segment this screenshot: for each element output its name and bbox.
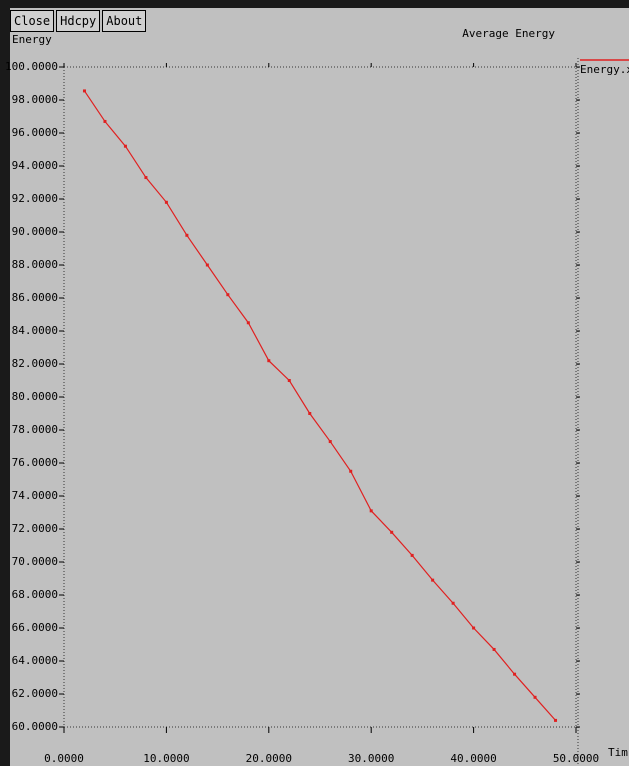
y-tick-label: 86.0000 bbox=[12, 291, 58, 304]
data-point bbox=[513, 672, 517, 676]
y-tick-label: 68.0000 bbox=[12, 588, 58, 601]
y-tick-label: 88.0000 bbox=[12, 258, 58, 271]
y-tick-label: 94.0000 bbox=[12, 159, 58, 172]
x-tick-label: 0.0000 bbox=[44, 752, 84, 765]
data-point bbox=[431, 578, 435, 582]
x-tick-label: 30.0000 bbox=[348, 752, 394, 765]
data-point bbox=[554, 718, 558, 722]
y-tick-label: 72.0000 bbox=[12, 522, 58, 535]
data-point bbox=[267, 359, 271, 363]
data-point bbox=[205, 263, 209, 267]
toolbar: Close Hdcpy About bbox=[10, 10, 147, 32]
x-tick-label: 10.0000 bbox=[143, 752, 189, 765]
y-tick-label: 100.0000 bbox=[5, 60, 58, 73]
y-tick-label: 82.0000 bbox=[12, 357, 58, 370]
data-point bbox=[287, 379, 291, 382]
y-tick-label: 98.0000 bbox=[12, 93, 58, 106]
data-point bbox=[349, 469, 353, 473]
data-point bbox=[226, 293, 230, 297]
hardcopy-button[interactable]: Hdcpy bbox=[56, 10, 101, 32]
data-point bbox=[103, 119, 107, 123]
y-tick-label: 90.0000 bbox=[12, 225, 58, 238]
close-button[interactable]: Close bbox=[10, 10, 55, 32]
data-point bbox=[472, 626, 476, 630]
data-point bbox=[185, 233, 189, 237]
y-tick-label: 64.0000 bbox=[12, 654, 58, 667]
data-line bbox=[83, 90, 556, 721]
about-button[interactable]: About bbox=[102, 10, 147, 32]
data-point bbox=[164, 200, 168, 204]
y-tick-label: 78.0000 bbox=[12, 423, 58, 436]
x-axis-label: Tim bbox=[608, 746, 628, 759]
chart-title: Average Energy bbox=[462, 27, 555, 40]
y-tick-label: 92.0000 bbox=[12, 192, 58, 205]
y-tick-label: 96.0000 bbox=[12, 126, 58, 139]
data-point bbox=[369, 509, 373, 513]
y-tick-label: 62.0000 bbox=[12, 687, 58, 700]
data-point bbox=[451, 601, 455, 605]
y-tick-label: 74.0000 bbox=[12, 489, 58, 502]
y-tick-label: 60.0000 bbox=[12, 720, 58, 733]
data-point bbox=[533, 695, 537, 699]
y-axis-label: Energy bbox=[12, 33, 52, 46]
y-tick-label: 80.0000 bbox=[12, 390, 58, 403]
data-point bbox=[308, 412, 312, 415]
data-point bbox=[410, 553, 414, 557]
data-point bbox=[328, 440, 332, 444]
data-point bbox=[492, 647, 496, 651]
x-tick-label: 50.0000 bbox=[553, 752, 599, 765]
y-tick-label: 70.0000 bbox=[12, 555, 58, 568]
data-point bbox=[123, 144, 127, 148]
window-border bbox=[0, 0, 10, 766]
data-point bbox=[390, 530, 394, 534]
legend-label: Energy.x bbox=[580, 63, 629, 76]
x-tick-label: 20.0000 bbox=[246, 752, 292, 765]
x-tick-label: 40.0000 bbox=[450, 752, 496, 765]
data-point bbox=[144, 176, 148, 180]
data-point bbox=[82, 89, 86, 93]
y-tick-label: 66.0000 bbox=[12, 621, 58, 634]
window-top-border bbox=[0, 0, 629, 8]
y-tick-label: 76.0000 bbox=[12, 456, 58, 469]
y-tick-label: 84.0000 bbox=[12, 324, 58, 337]
data-point bbox=[246, 321, 250, 325]
